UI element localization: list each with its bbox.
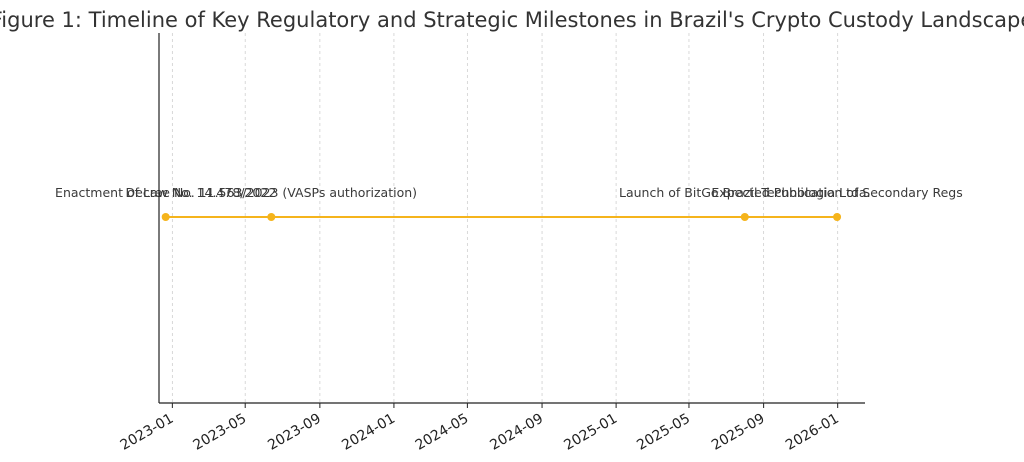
x-tick-label: 2023-09 — [265, 411, 324, 454]
event-marker — [740, 213, 749, 221]
grid-lines — [171, 33, 839, 403]
x-tick-label: 2025-09 — [709, 411, 768, 454]
x-tick-label: 2024-09 — [487, 411, 546, 454]
chart-title: Figure 1: Timeline of Key Regulatory and… — [0, 8, 1024, 32]
x-tick-label: 2023-05 — [191, 411, 250, 454]
x-tick-labels: 2023-01 2023-05 2023-09 2024-01 2024-05 2024-… — [118, 403, 842, 454]
x-tick-label: 2025-05 — [634, 411, 693, 454]
x-tick-label: 2024-05 — [413, 411, 472, 454]
x-tick-label: 2026-01 — [783, 411, 842, 454]
event-marker — [833, 213, 842, 221]
event-label: Expected Publication of Secondary Regs — [711, 185, 962, 200]
x-tick-label: 2023-01 — [118, 411, 177, 454]
series-milestones — [161, 213, 842, 221]
event-label: Enactment of Law No. 14.478/2022 — [55, 185, 276, 200]
event-label: Launch of BitGo Brazil Technologia Ltda. — [619, 185, 871, 200]
event-marker — [161, 213, 170, 221]
x-tick-label: 2024-01 — [339, 411, 398, 454]
event-marker — [267, 213, 276, 221]
x-tick-label: 2025-01 — [561, 411, 620, 454]
event-label: Decree No. 11.563/2023 (VASPs authorizat… — [126, 185, 418, 200]
axes — [158, 33, 865, 404]
